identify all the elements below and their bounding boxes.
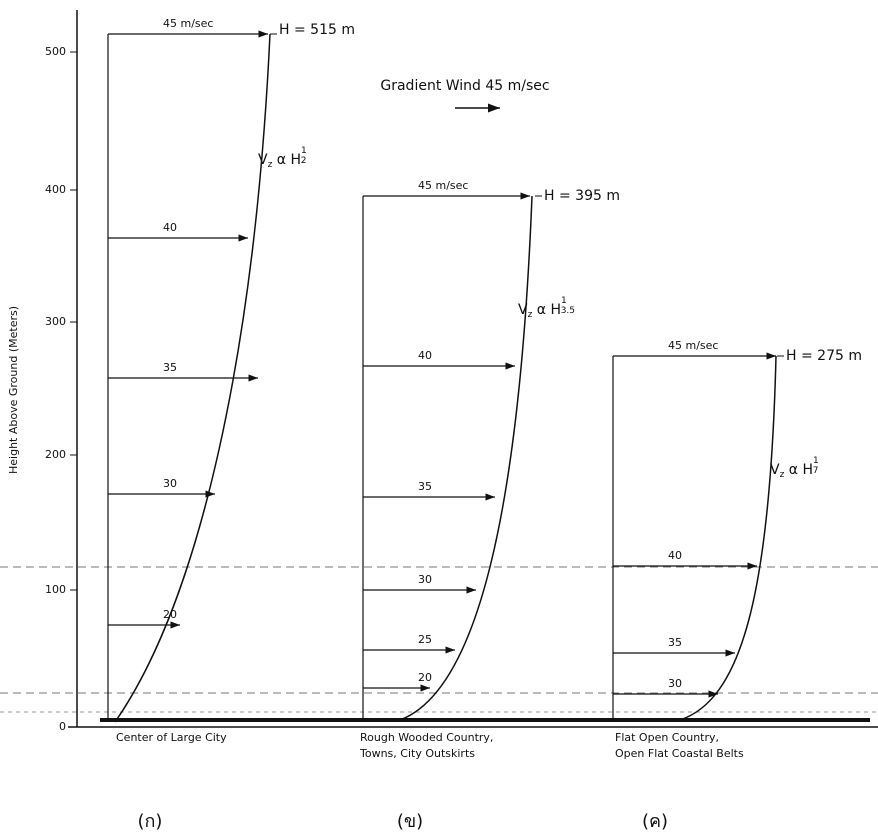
formula-v: V [770,462,780,478]
caption: Towns, City Outskirts [359,747,475,760]
formula-v: V [518,302,528,318]
caption: Center of Large City [116,731,227,744]
velocity-label: 35 [163,361,177,374]
formula-v: V [258,152,268,168]
height-label: H = 395 m [544,188,620,204]
velocity-label: 45 m/sec [418,179,468,192]
velocity-label: 40 [418,349,432,362]
height-label: H = 515 m [279,22,355,38]
velocity-label: 40 [668,549,682,562]
formula-rest: α H [784,462,813,478]
y-tick-label: 100 [45,583,66,596]
caption: Flat Open Country, [615,731,719,744]
gradient-wind: Gradient Wind 45 m/sec [380,78,549,94]
height-label: H = 275 m [786,348,862,364]
y-tick-label: 500 [45,45,66,58]
velocity-label: 35 [418,480,432,493]
panel-marker: (ก) [138,811,163,832]
velocity-label: 45 m/sec [668,339,718,352]
formula-num: 1 [813,456,819,466]
formula-den: 3.5 [561,306,575,316]
formula-num: 1 [301,146,307,156]
caption: Open Flat Coastal Belts [615,747,744,760]
y-tick-label: 300 [45,315,66,328]
velocity-label: 25 [418,633,432,646]
velocity-label: 45 m/sec [163,17,213,30]
velocity-label: 40 [163,221,177,234]
diagram: Height Above Ground (Meters) Gradient Wi… [0,0,878,836]
velocity-label: 20 [163,608,177,621]
panel-marker: (ข) [397,811,423,832]
velocity-label: 30 [163,477,177,490]
velocity-label: 30 [418,573,432,586]
velocity-label: 20 [418,671,432,684]
panel-marker: (ค) [642,811,668,832]
formula-rest: α H [532,302,561,318]
y-tick-label: 400 [45,183,66,196]
velocity-label: 30 [668,677,682,690]
formula-num: 1 [561,296,567,306]
formula-den: 7 [813,466,819,476]
wind-profile [680,356,776,720]
formula-den: 2 [301,156,307,166]
velocity-label: 35 [668,636,682,649]
y-tick-label: 0 [59,720,66,733]
y-tick-label: 200 [45,448,66,461]
formula-rest: α H [272,152,301,168]
caption: Rough Wooded Country, [360,731,493,744]
y-axis-label: Height Above Ground (Meters) [7,306,20,474]
